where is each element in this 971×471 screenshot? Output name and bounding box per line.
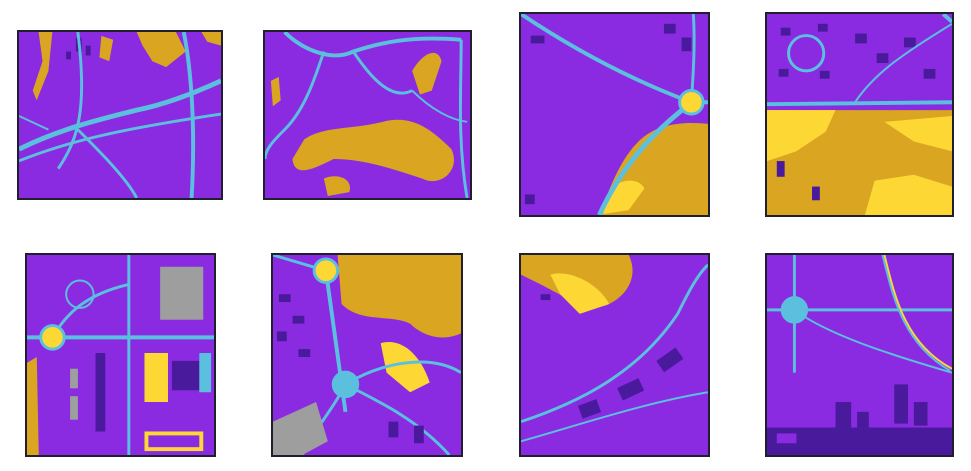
road	[411, 89, 468, 123]
building	[778, 68, 789, 77]
building	[681, 37, 692, 52]
building	[70, 396, 78, 420]
roundabout	[780, 296, 809, 324]
building	[66, 51, 71, 60]
building	[855, 33, 867, 44]
water-area	[337, 255, 461, 338]
sand-area	[380, 342, 430, 393]
water-area	[201, 32, 221, 46]
roundabout	[678, 89, 705, 116]
road	[941, 14, 952, 24]
building	[95, 353, 106, 432]
building	[835, 402, 852, 432]
road	[793, 309, 952, 374]
building	[663, 23, 676, 34]
road	[181, 32, 196, 198]
map-tile-7	[519, 253, 710, 457]
building	[530, 35, 545, 44]
map-tile-5-svg	[27, 255, 214, 455]
map-tile-3-svg	[521, 14, 708, 215]
water-area	[144, 353, 168, 403]
building	[767, 427, 952, 455]
water-area	[27, 356, 39, 455]
plaza-area	[160, 266, 204, 320]
building	[776, 433, 797, 444]
water-area	[292, 119, 454, 182]
map-tile-4-svg	[767, 14, 952, 215]
roundabout	[312, 257, 340, 284]
building	[199, 353, 212, 393]
road	[521, 14, 693, 105]
sand-area	[884, 115, 952, 152]
map-tile-8	[765, 253, 954, 457]
map-tile-3	[519, 12, 710, 217]
building	[776, 161, 785, 177]
roundabout	[787, 34, 826, 73]
building	[904, 37, 916, 48]
map-tile-1-svg	[19, 32, 221, 198]
water-area	[136, 32, 186, 68]
water-area	[99, 35, 114, 62]
road	[344, 360, 461, 386]
sand-area	[864, 174, 952, 215]
map-tile-7-svg	[521, 255, 708, 455]
road	[521, 263, 708, 424]
building	[414, 425, 424, 444]
water-area	[270, 76, 281, 107]
building	[876, 53, 889, 64]
building	[923, 68, 936, 79]
building	[817, 23, 828, 32]
building	[780, 27, 791, 36]
road	[883, 255, 952, 370]
road	[265, 51, 326, 160]
building	[894, 384, 908, 424]
building	[85, 45, 91, 56]
building	[577, 399, 602, 419]
building	[812, 186, 820, 201]
building	[819, 70, 830, 79]
building	[276, 331, 287, 342]
building	[292, 315, 305, 324]
roundabout	[65, 279, 95, 309]
roundabout	[331, 370, 360, 399]
roundabout	[39, 324, 66, 351]
map-tile-6	[271, 253, 463, 457]
road	[521, 391, 708, 443]
sand-area	[767, 110, 836, 162]
building	[70, 368, 78, 389]
map-tile-6-svg	[273, 255, 461, 455]
water-area	[412, 52, 442, 95]
building	[298, 349, 311, 357]
building	[171, 360, 200, 391]
building	[524, 194, 535, 205]
water-area	[323, 176, 350, 197]
map-tile-2	[263, 30, 472, 200]
road	[19, 115, 49, 131]
road	[767, 100, 952, 107]
road	[56, 32, 84, 170]
road	[19, 78, 221, 152]
sand-area	[550, 273, 610, 314]
building	[148, 435, 200, 448]
road	[19, 112, 221, 163]
road	[458, 39, 469, 198]
road	[854, 22, 952, 103]
road	[881, 255, 951, 372]
building	[617, 378, 645, 401]
building	[913, 402, 928, 426]
building	[656, 347, 684, 373]
map-tile-1	[17, 30, 223, 200]
map-tile-8-svg	[767, 255, 952, 455]
water-area	[32, 32, 53, 101]
map-tile-4	[765, 12, 954, 217]
plaza-area	[273, 402, 328, 455]
map-tile-5	[25, 253, 216, 457]
building	[278, 294, 291, 303]
road	[352, 50, 413, 95]
building	[857, 411, 869, 428]
building	[540, 294, 551, 301]
road	[76, 128, 138, 198]
building	[388, 421, 399, 438]
map-tile-2-svg	[265, 32, 470, 198]
